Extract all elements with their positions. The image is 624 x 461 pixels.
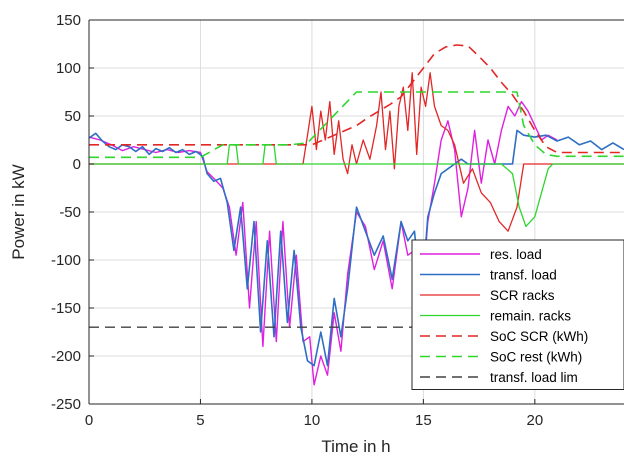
series-line <box>89 72 624 232</box>
y-tick-label: -250 <box>51 396 81 413</box>
legend: res. load transf. load SCR racks remain. ra… <box>411 239 624 390</box>
y-tick-label: -50 <box>59 204 81 221</box>
y-tick-label: 0 <box>73 156 81 173</box>
tick-labels: 0 5 10 15 20 150 100 50 0 -50 -100 -150 -200 -250 <box>51 12 543 429</box>
legend-box <box>411 239 624 390</box>
legend-label: transf. load <box>490 268 557 283</box>
legend-label: remain. racks <box>490 309 571 324</box>
x-tick-label: 5 <box>196 412 204 429</box>
legend-label: res. load <box>490 247 542 262</box>
series-layer <box>89 44 624 386</box>
series-line <box>89 44 624 154</box>
y-tick-label: 50 <box>64 108 81 125</box>
axes <box>88 19 624 405</box>
legend-label: transf. load lim <box>490 370 578 385</box>
y-tick-label: -100 <box>51 252 81 269</box>
legend-label: SoC SCR (kWh) <box>490 329 588 344</box>
x-tick-label: 0 <box>85 412 93 429</box>
legend-label: SoC rest (kWh) <box>490 350 582 365</box>
y-axis-label: Power in kW <box>9 164 28 259</box>
x-tick-label: 15 <box>415 412 432 429</box>
y-tick-label: 100 <box>56 60 81 77</box>
y-tick-label: -200 <box>51 348 81 365</box>
x-tick-label: 20 <box>526 412 543 429</box>
y-tick-label: 150 <box>56 12 81 29</box>
series-line <box>89 91 624 159</box>
y-tick-label: -150 <box>51 300 81 317</box>
x-axis-label: Time in h <box>321 437 390 456</box>
legend-label: SCR racks <box>490 288 555 303</box>
series-line <box>89 129 624 367</box>
x-tick-label: 10 <box>304 412 321 429</box>
series-line <box>89 144 624 228</box>
